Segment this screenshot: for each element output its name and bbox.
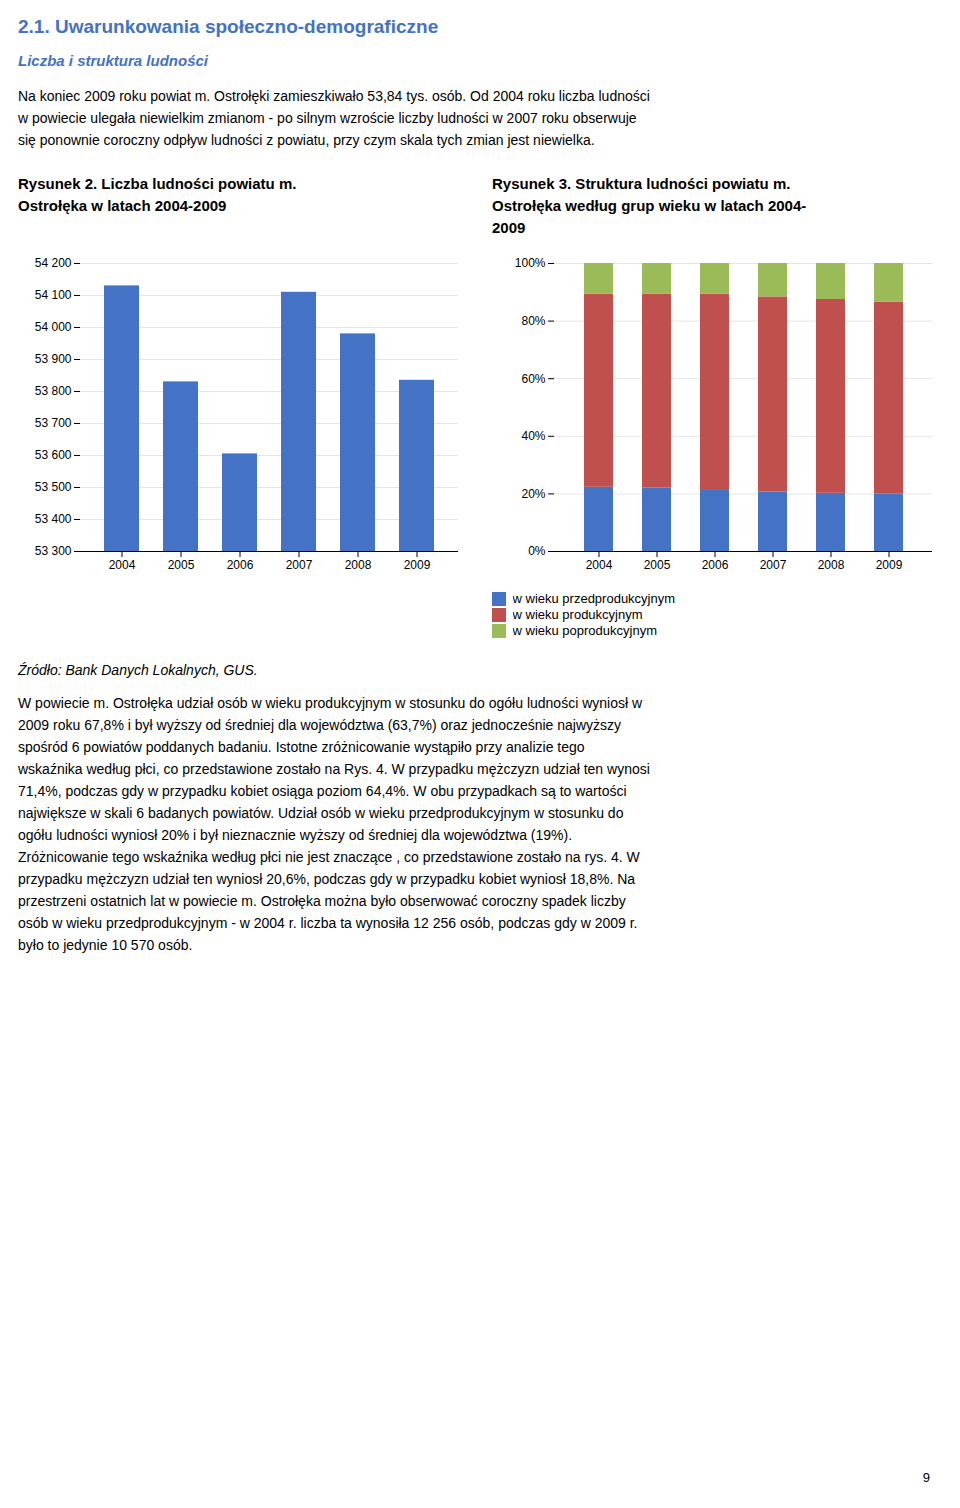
svg-text:2008: 2008 — [818, 558, 845, 572]
html-text:9: 9 — [922, 1470, 930, 1485]
svg-text:20%: 20% — [521, 487, 545, 501]
svg-text:60%: 60% — [521, 372, 545, 386]
html-text:71,4%, podczas gdy w przypadku: 71,4%, podczas gdy w przypadku kobiet os… — [18, 782, 627, 799]
svg-text:2007: 2007 — [286, 558, 313, 572]
html-text:2.1. Uwarunkowania społeczno-d: 2.1. Uwarunkowania społeczno-demograficz… — [18, 16, 439, 37]
svg-text:53 300: 53 300 — [35, 544, 72, 558]
html-text:wskaźnika według płci, co prze: wskaźnika według płci, co przedstawione … — [18, 760, 650, 777]
svg-text:2008: 2008 — [345, 558, 372, 572]
html-text:było to jedynie 10 570 osób.: było to jedynie 10 570 osób. — [18, 936, 193, 953]
svg-text:54 000: 54 000 — [35, 320, 72, 334]
html-text:w wieku przedprodukcyjnym: w wieku przedprodukcyjnym — [512, 591, 676, 606]
svg-text:53 400: 53 400 — [35, 512, 72, 526]
svg-text:80%: 80% — [521, 314, 545, 328]
html-text:Liczba i struktura ludności: Liczba i struktura ludności — [18, 52, 208, 69]
html-text:Zróżnicowanie tego wskaźnika w: Zróżnicowanie tego wskaźnika według płci… — [18, 848, 640, 865]
html-text:Rysunek 3. Struktura ludności: Rysunek 3. Struktura ludności powiatu m.… — [492, 175, 807, 236]
svg-text:2006: 2006 — [702, 558, 729, 572]
svg-text:2009: 2009 — [404, 558, 431, 572]
svg-text:53 700: 53 700 — [35, 416, 72, 430]
html-text:największe w skali 6 badanych: największe w skali 6 badanych powiatów. … — [18, 804, 624, 821]
svg-text:54 100: 54 100 — [35, 288, 72, 302]
svg-text:2007: 2007 — [760, 558, 787, 572]
html-text:spośród 6 powiatów poddanych b: spośród 6 powiatów poddanych badaniu. Is… — [18, 738, 585, 755]
html-text:przestrzeni ostatnich lat w po: przestrzeni ostatnich lat w powiecie m. … — [18, 892, 626, 909]
html-text:ogółu ludności wyniosł 20% i b: ogółu ludności wyniosł 20% i był nieznac… — [18, 826, 573, 843]
svg-text:2005: 2005 — [168, 558, 195, 572]
svg-text:53 800: 53 800 — [35, 384, 72, 398]
html-text:w wieku poprodukcyjnym: w wieku poprodukcyjnym — [512, 623, 657, 638]
html-text:Na koniec 2009 roku powiat m.: Na koniec 2009 roku powiat m. Ostrołęki … — [18, 88, 650, 104]
html-text:przypadku mężczyzn udział ten: przypadku mężczyzn udział ten wyniosł 20… — [18, 870, 636, 887]
svg-text:2004: 2004 — [586, 558, 613, 572]
svg-text:54 200: 54 200 — [35, 256, 72, 270]
svg-text:53 600: 53 600 — [35, 448, 72, 462]
html-text:Rysunek 2. Liczba ludności pow: Rysunek 2. Liczba ludności powiatu m. Os… — [18, 175, 297, 214]
html-text:2009 roku 67,8% i był wyższy o: 2009 roku 67,8% i był wyższy od średniej… — [18, 716, 622, 733]
html-text:osób w wieku przedprodukcyjnym: osób w wieku przedprodukcyjnym - w 2004 … — [18, 914, 638, 931]
html-text:się ponownie coroczny odpływ l: się ponownie coroczny odpływ ludności z … — [18, 132, 595, 148]
svg-text:53 900: 53 900 — [35, 352, 72, 366]
html-text:W powiecie m. Ostrołęka udział: W powiecie m. Ostrołęka udział osób w wi… — [18, 694, 643, 711]
svg-text:2009: 2009 — [876, 558, 903, 572]
svg-text:40%: 40% — [521, 429, 545, 443]
svg-text:0%: 0% — [528, 544, 546, 558]
svg-text:2005: 2005 — [644, 558, 671, 572]
svg-text:2006: 2006 — [227, 558, 254, 572]
svg-text:100%: 100% — [515, 256, 546, 270]
html-text:Źródło: Bank Danych Lokalnych,: Źródło: Bank Danych Lokalnych, GUS. — [18, 661, 258, 678]
html-text:w wieku produkcyjnym: w wieku produkcyjnym — [512, 607, 643, 622]
html-text:w powiecie ulegała niewielkim: w powiecie ulegała niewielkim zmianom - … — [18, 110, 637, 126]
svg-text:2004: 2004 — [109, 558, 136, 572]
svg-text:53 500: 53 500 — [35, 480, 72, 494]
